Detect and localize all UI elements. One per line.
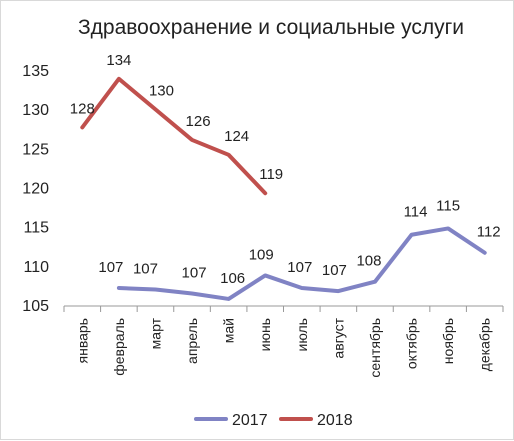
legend-label-2018: 2018 xyxy=(317,412,353,429)
data-label-2017: 107 xyxy=(182,264,207,281)
data-label-2017: 106 xyxy=(220,270,245,287)
data-label-2017: 115 xyxy=(436,197,460,214)
legend: 2017 2018 xyxy=(194,412,353,429)
x-tick-label: апрель xyxy=(184,318,200,364)
x-axis: январь февраль март апрель май июнь июль август… xyxy=(63,306,504,378)
y-tick-label: 120 xyxy=(22,181,49,198)
data-label-2018: 124 xyxy=(224,128,249,145)
y-tick-label: 125 xyxy=(22,141,49,158)
data-label-2018: 128 xyxy=(70,100,95,117)
x-tick-label: март xyxy=(147,317,163,349)
y-tick-label: 130 xyxy=(22,102,49,119)
data-label-2017: 108 xyxy=(356,253,381,270)
x-tick-label: ноябрь xyxy=(440,318,456,364)
plot-area xyxy=(80,76,487,301)
x-tick-label: февраль xyxy=(111,318,127,376)
x-tick-label: октябрь xyxy=(404,318,420,369)
x-tick-label: май xyxy=(221,318,237,343)
x-tick-label: июль xyxy=(294,318,310,351)
data-label-2017: 109 xyxy=(249,246,274,263)
x-tick-label: сентябрь xyxy=(367,318,383,378)
legend-label-2017: 2017 xyxy=(232,412,268,429)
data-label-2017: 107 xyxy=(322,262,347,279)
data-label-2017: 107 xyxy=(287,259,312,276)
data-label-2018: 126 xyxy=(186,113,211,130)
data-label-2018: 119 xyxy=(259,166,283,183)
data-label-2017: 107 xyxy=(98,259,123,276)
data-label-2018: 134 xyxy=(106,52,131,69)
data-label-2017: 114 xyxy=(404,204,428,221)
data-label-2017: 112 xyxy=(477,224,501,241)
x-tick-label: декабрь xyxy=(477,318,493,371)
data-label-2017: 107 xyxy=(133,261,158,278)
series-line-2018 xyxy=(80,76,268,196)
x-tick-label: август xyxy=(330,317,346,358)
chart-title: Здравоохранение и социальные услуги xyxy=(78,16,464,39)
data-label-2018: 130 xyxy=(149,82,174,99)
y-tick-label: 105 xyxy=(22,298,49,315)
series-line-2017 xyxy=(116,226,487,301)
y-tick-label: 110 xyxy=(23,259,49,276)
y-tick-label: 135 xyxy=(22,63,49,80)
x-tick-label: январь xyxy=(74,318,90,363)
y-axis: 105 110 115 120 125 130 135 xyxy=(22,63,49,315)
x-tick-label: июнь xyxy=(257,318,273,351)
y-tick-label: 115 xyxy=(23,220,49,237)
